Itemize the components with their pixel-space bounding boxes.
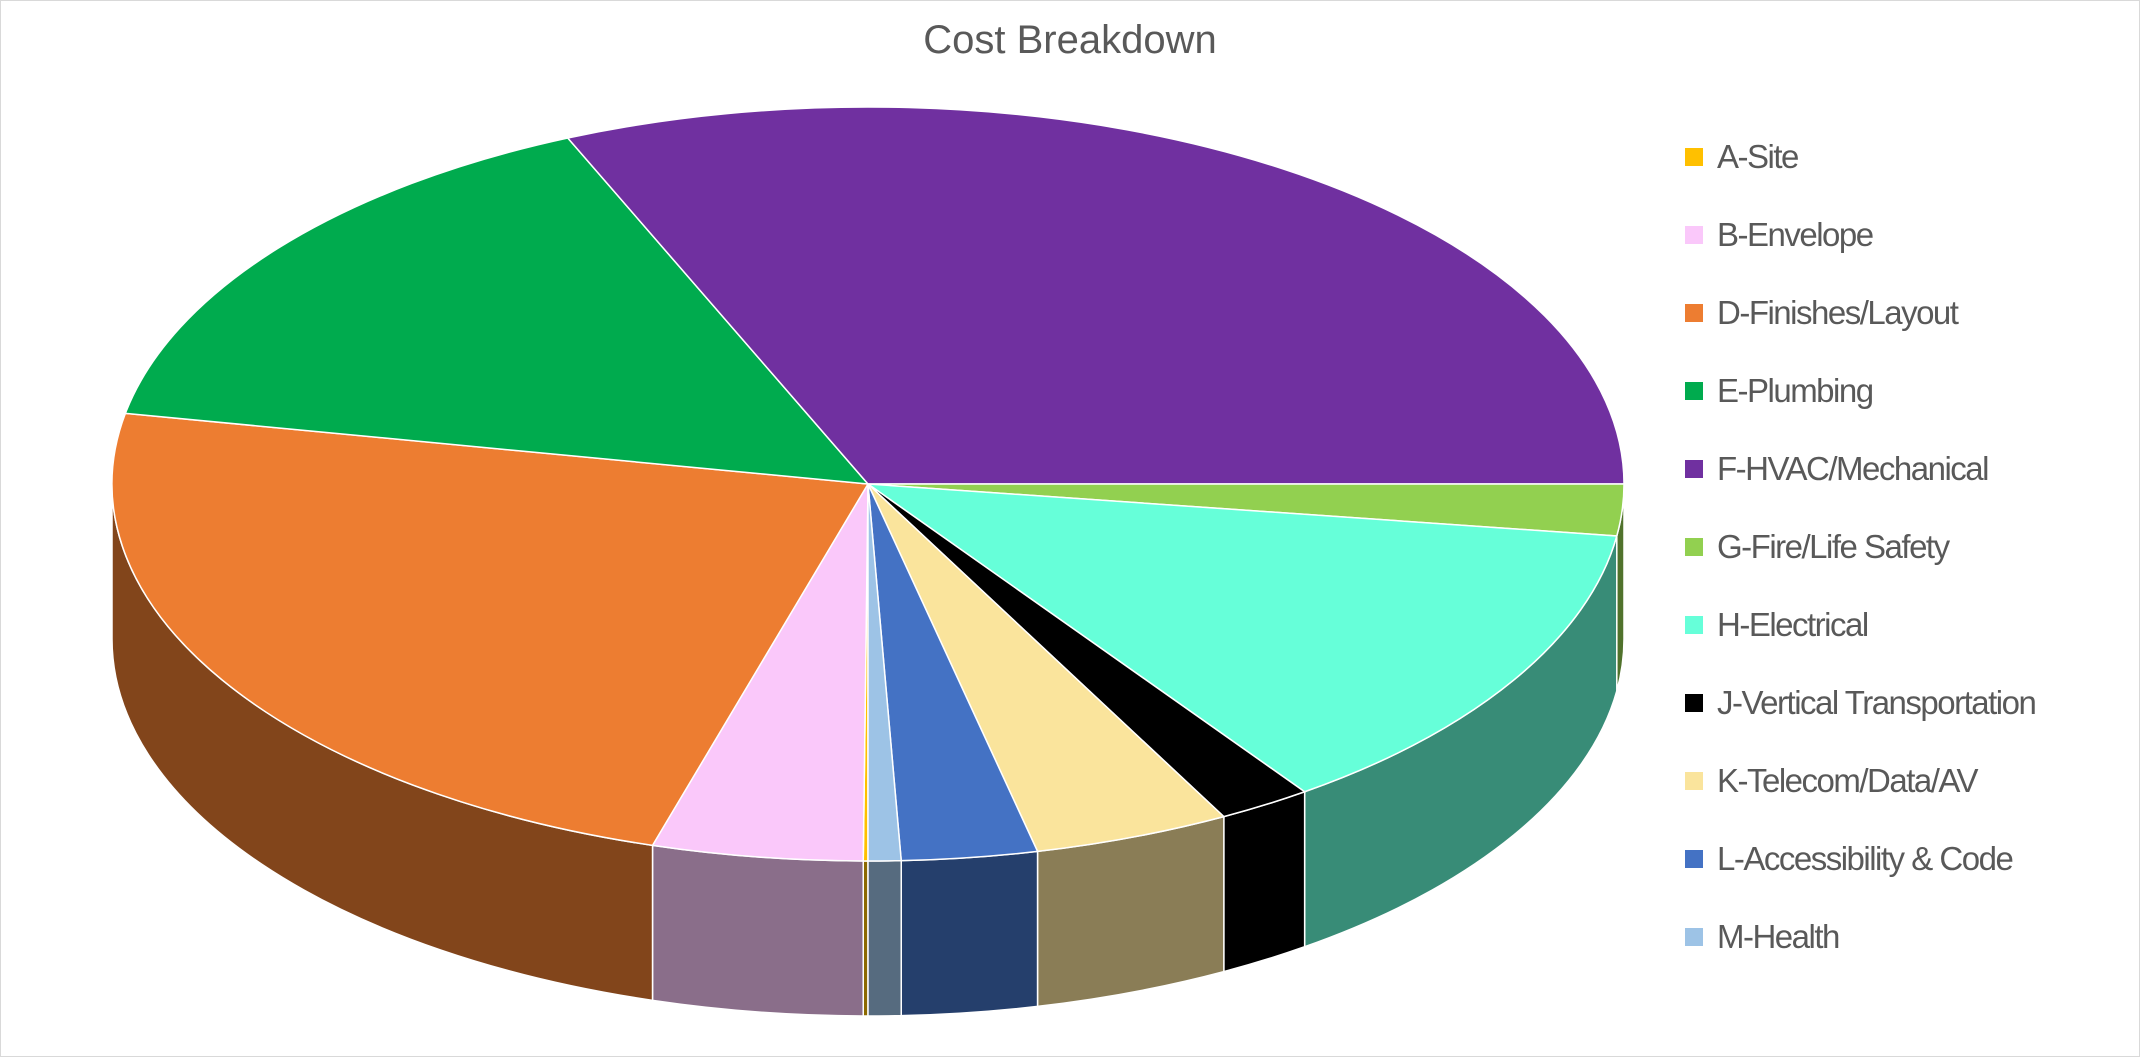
legend-swatch bbox=[1685, 772, 1703, 790]
legend-swatch bbox=[1685, 304, 1703, 322]
legend-item-m-health: M-Health bbox=[1685, 898, 2035, 976]
legend-label: D-Finishes/Layout bbox=[1717, 294, 1959, 331]
legend-swatch bbox=[1685, 460, 1703, 478]
legend-swatch bbox=[1685, 382, 1703, 400]
legend-label: M-Health bbox=[1717, 918, 1840, 955]
legend-label: E-Plumbing bbox=[1717, 372, 1874, 409]
legend-swatch bbox=[1685, 226, 1703, 244]
legend-label: J-Vertical Transportation bbox=[1717, 684, 2037, 721]
pie-slice-b-envelope bbox=[651, 481, 869, 862]
pie-slice-d-finishes-layout bbox=[111, 412, 870, 847]
legend-label: B-Envelope bbox=[1717, 216, 1874, 253]
legend-label: L-Accessibility & Code bbox=[1717, 840, 2014, 877]
legend-label: A-Site bbox=[1717, 138, 1799, 175]
legend-swatch bbox=[1685, 538, 1703, 556]
pie-slice-h-electrical bbox=[865, 483, 1618, 793]
pie-slice-e-plumbing bbox=[124, 137, 870, 485]
legend-swatch bbox=[1685, 850, 1703, 868]
legend-item-e-plumbing: E-Plumbing bbox=[1685, 352, 2035, 430]
legend-item-b-envelope: B-Envelope bbox=[1685, 196, 2035, 274]
chart-title: Cost Breakdown bbox=[923, 18, 1217, 62]
legend-item-d-finishes-layout: D-Finishes/Layout bbox=[1685, 274, 2035, 352]
pie-top-faces bbox=[111, 106, 1625, 862]
pie-slice-side-j-vertical-transportation bbox=[1223, 790, 1306, 973]
pie-slice-m-health bbox=[867, 483, 903, 862]
legend-label: G-Fire/Life Safety bbox=[1717, 528, 1950, 565]
legend-item-l-accessibility-code: L-Accessibility & Code bbox=[1685, 820, 2035, 898]
legend-item-j-vertical-transportation: J-Vertical Transportation bbox=[1685, 664, 2037, 742]
legend-item-k-telecom-data-av: K-Telecom/Data/AV bbox=[1685, 742, 2035, 820]
legend-item-g-fire-life-safety: G-Fire/Life Safety bbox=[1685, 508, 2035, 586]
pie-slice-side-l-accessibility-code bbox=[900, 850, 1039, 1017]
legend-label: H-Electrical bbox=[1717, 606, 1869, 643]
legend-swatch bbox=[1685, 616, 1703, 634]
legend-label: K-Telecom/Data/AV bbox=[1717, 762, 1979, 799]
pie-slice-f-hvac-mechanical bbox=[566, 106, 1625, 485]
legend-item-f-hvac-mechanical: F-HVAC/Mechanical bbox=[1685, 430, 2035, 508]
legend: A-Site B-Envelope D-Finishes/Layout E-Plumb… bbox=[1685, 118, 2037, 976]
pie-slice-side-m-health bbox=[867, 859, 902, 1017]
pie-slice-side-b-envelope bbox=[651, 844, 864, 1017]
legend-item-a-site: A-Site bbox=[1685, 118, 2035, 196]
legend-swatch bbox=[1685, 928, 1703, 946]
legend-item-h-electrical: H-Electrical bbox=[1685, 586, 2035, 664]
legend-swatch bbox=[1685, 694, 1703, 712]
legend-swatch bbox=[1685, 148, 1703, 166]
legend-label: F-HVAC/Mechanical bbox=[1717, 450, 1989, 487]
pie-slice-k-telecom-data-av bbox=[867, 483, 1226, 853]
